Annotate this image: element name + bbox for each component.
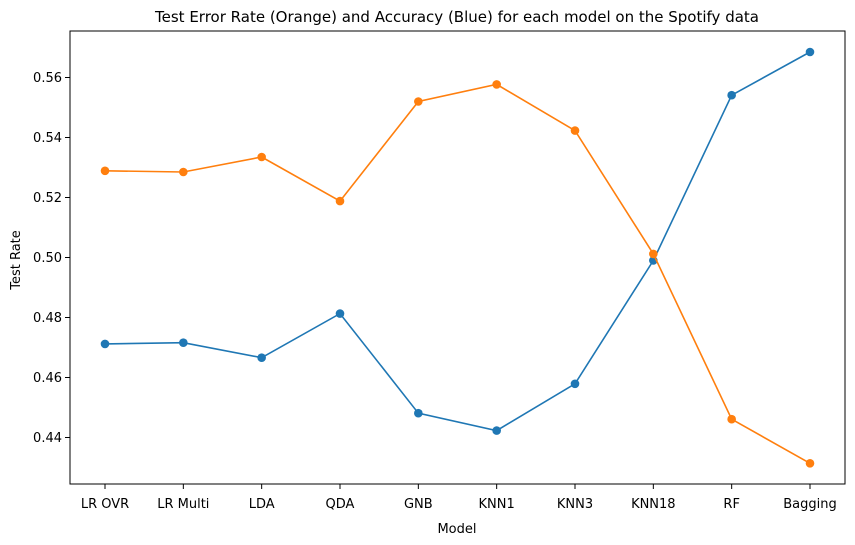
data-point [414, 408, 423, 418]
data-point [335, 309, 345, 318]
data-point [492, 426, 501, 435]
series-line-1 [104, 83, 811, 464]
y-tick-label: 0.54 [33, 131, 62, 146]
data-point [179, 338, 188, 348]
y-tick-label: 0.56 [33, 71, 62, 86]
series-line-0 [104, 51, 811, 432]
y-tick-label: 0.52 [33, 191, 62, 206]
series-layer [100, 47, 815, 468]
data-point [805, 459, 815, 468]
data-point [414, 97, 423, 106]
x-tick-label: LR OVR [81, 497, 129, 512]
x-axis: LR OVR LR Multi LDA QDA GNB KNN1 KNN3 KNN18 RF Ba… [81, 484, 837, 512]
y-tick-label: 0.44 [33, 431, 62, 446]
data-point [257, 152, 266, 162]
y-axis-label: Test Rate [9, 230, 24, 291]
x-tick-label: LDA [249, 497, 275, 512]
data-point [335, 196, 345, 206]
x-tick-label: GNB [404, 497, 433, 512]
data-point [492, 80, 501, 89]
x-tick-label: QDA [326, 497, 355, 512]
y-tick-label: 0.50 [33, 251, 62, 266]
y-axis: 0.44 0.46 0.48 0.50 0.52 0.54 0.56 [33, 71, 70, 446]
x-tick-label: KNN1 [479, 497, 515, 512]
x-tick-label: KNN3 [557, 497, 593, 512]
data-point [805, 47, 815, 57]
data-point [570, 126, 580, 135]
x-tick-label: Bagging [783, 497, 837, 512]
data-point [100, 339, 110, 349]
chart-title: Test Error Rate (Orange) and Accuracy (B… [154, 8, 759, 26]
x-tick-label: RF [723, 497, 740, 512]
data-point [179, 167, 188, 177]
x-tick-label: LR Multi [157, 497, 209, 512]
data-point [257, 353, 266, 363]
data-point [570, 379, 580, 389]
y-tick-label: 0.46 [33, 371, 62, 386]
data-point [100, 166, 110, 176]
data-point [727, 90, 736, 100]
data-point [649, 249, 658, 259]
x-axis-label: Model [437, 522, 476, 537]
y-tick-label: 0.48 [33, 311, 62, 326]
data-point [727, 414, 736, 424]
x-tick-label: KNN18 [631, 497, 676, 512]
